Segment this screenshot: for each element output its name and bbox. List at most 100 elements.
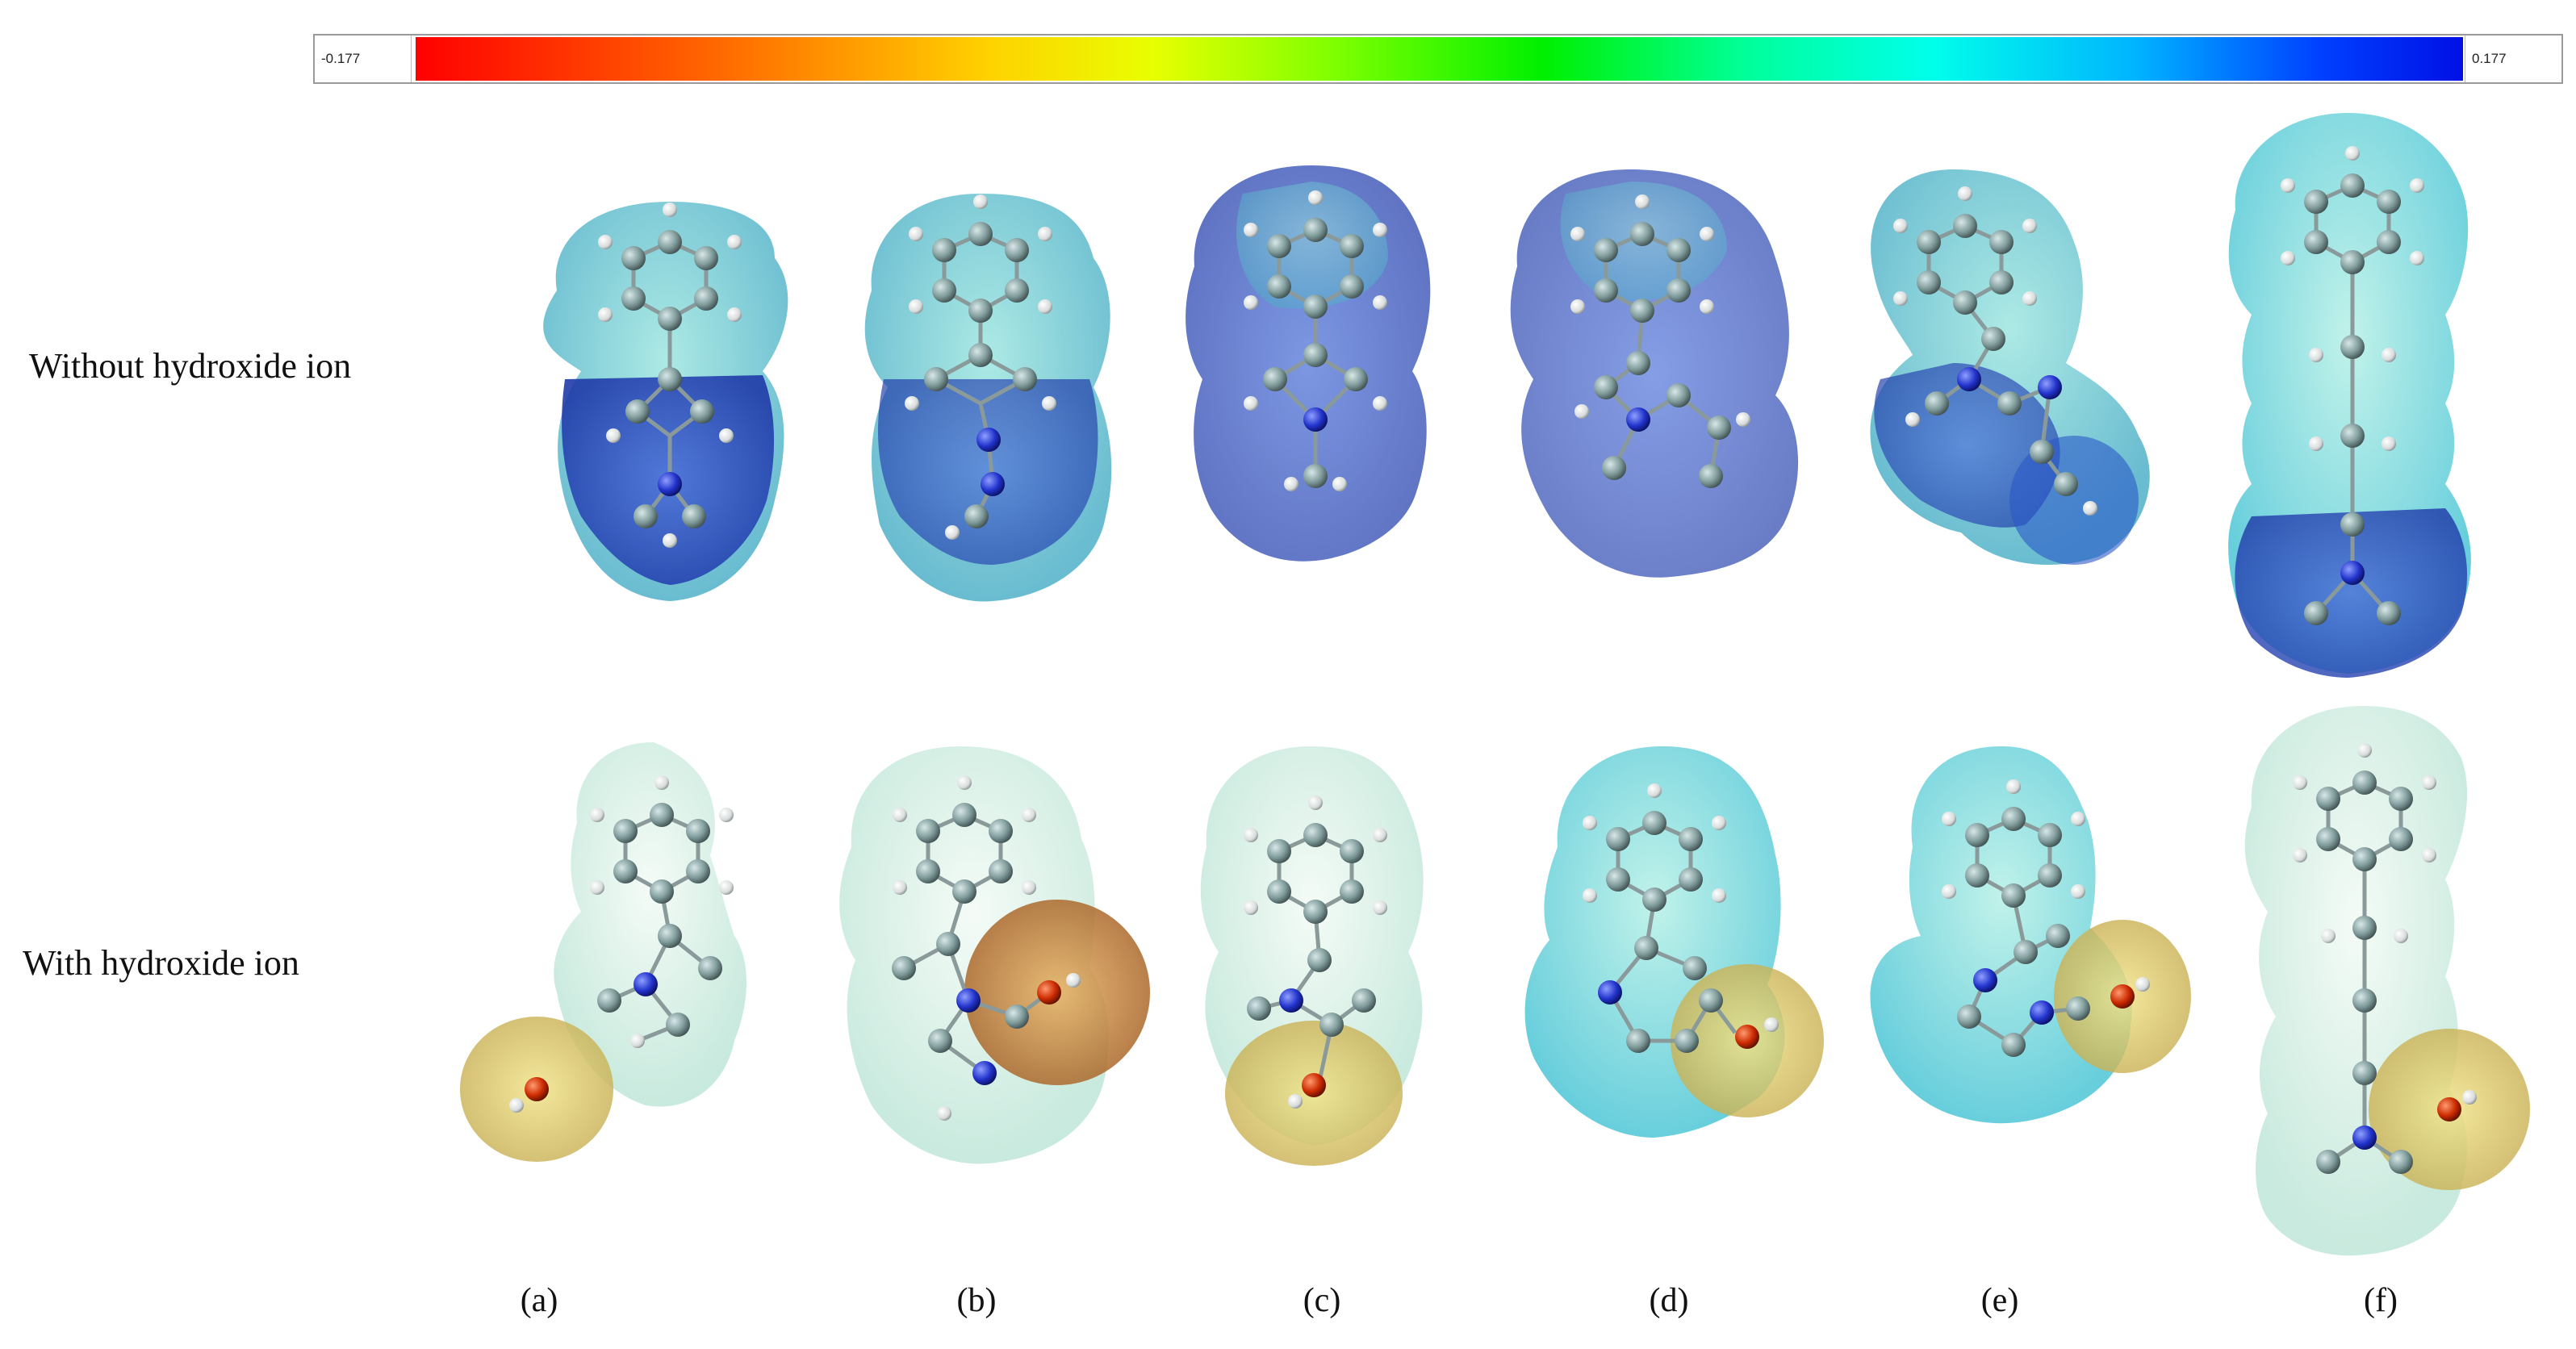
- carbon-atom: [1340, 839, 1364, 863]
- hydrogen-atom: [1893, 219, 1908, 233]
- hydrogen-atom: [893, 880, 907, 895]
- carbon-atom: [625, 399, 650, 424]
- carbon-atom: [1352, 988, 1376, 1013]
- carbon-atom: [2377, 230, 2401, 254]
- hydrogen-atom: [1958, 186, 1972, 201]
- carbon-atom: [2038, 863, 2062, 888]
- molecule-d-with-hydroxide: [1524, 746, 1824, 1138]
- hydrogen-atom: [2321, 929, 2336, 943]
- nitrogen-atom: [1279, 988, 1303, 1013]
- carbon-atom: [1303, 218, 1328, 242]
- carbon-atom: [964, 504, 989, 528]
- carbon-atom: [2340, 424, 2365, 448]
- hydrogen-atom: [1244, 223, 1258, 237]
- nitrogen-atom: [2340, 561, 2365, 585]
- hydrogen-atom: [1066, 973, 1081, 988]
- carbon-atom: [2352, 771, 2377, 795]
- carbon-atom: [1606, 867, 1630, 892]
- carbon-atom: [1340, 234, 1364, 258]
- nitrogen-atom: [976, 428, 1001, 452]
- molecule-e-without-hydroxide: [1870, 169, 2150, 565]
- carbon-atom: [1319, 1013, 1344, 1037]
- nitrogen-atom: [2038, 375, 2062, 399]
- carbon-atom: [989, 819, 1013, 843]
- hydrogen-atom: [1308, 190, 1323, 205]
- panel-label-c: (c): [1303, 1282, 1341, 1319]
- hydrogen-atom: [2006, 779, 2021, 794]
- nitrogen-atom: [2030, 1000, 2054, 1025]
- carbon-atom: [1925, 391, 1949, 416]
- hydrogen-atom: [945, 525, 960, 540]
- carbon-atom: [2389, 827, 2413, 851]
- hydrogen-atom: [1942, 812, 1956, 826]
- carbon-atom: [1005, 1004, 1029, 1029]
- carbon-atom: [1630, 299, 1654, 323]
- carbon-atom: [690, 399, 714, 424]
- carbon-atom: [1634, 936, 1658, 960]
- carbon-atom: [634, 504, 658, 528]
- carbon-atom: [1267, 839, 1291, 863]
- carbon-atom: [2340, 173, 2365, 198]
- carbon-atom: [2316, 1150, 2340, 1174]
- hydrogen-atom: [2462, 1090, 2477, 1105]
- carbon-atom: [1340, 879, 1364, 904]
- hydrogen-atom: [1712, 816, 1726, 830]
- carbon-atom: [2046, 924, 2070, 948]
- carbon-atom: [2352, 847, 2377, 871]
- carbon-atom: [2030, 440, 2054, 464]
- carbon-atom: [1989, 230, 2014, 254]
- hydrogen-atom: [1244, 828, 1258, 842]
- carbon-atom: [1997, 391, 2022, 416]
- hydrogen-atom: [1574, 404, 1589, 419]
- nitrogen-atom: [1973, 968, 1997, 992]
- carbon-atom: [1666, 238, 1691, 262]
- carbon-atom: [1630, 222, 1654, 246]
- carbon-atom: [1642, 811, 1666, 835]
- hydrogen-atom: [1647, 783, 1662, 798]
- carbon-atom: [1965, 863, 1989, 888]
- carbon-atom: [650, 879, 674, 904]
- carbon-atom: [1602, 456, 1626, 480]
- hydrogen-atom: [1038, 227, 1052, 241]
- molecule-b-with-hydroxide: [839, 746, 1150, 1164]
- carbon-atom: [1303, 900, 1328, 924]
- carbon-atom: [2389, 1150, 2413, 1174]
- carbon-atom: [682, 504, 706, 528]
- carbon-atom: [968, 222, 993, 246]
- carbon-atom: [916, 819, 940, 843]
- hydrogen-atom: [909, 227, 923, 241]
- carbon-atom: [1594, 278, 1618, 303]
- row-label-without-hydroxide: Without hydroxide ion: [29, 346, 352, 386]
- oxygen-atom: [1037, 980, 1061, 1004]
- carbon-atom: [658, 367, 682, 391]
- hydrogen-atom: [937, 1106, 951, 1121]
- nitrogen-atom: [956, 988, 981, 1013]
- carbon-atom: [1344, 367, 1368, 391]
- carbon-atom: [1267, 234, 1291, 258]
- carbon-atom: [1267, 274, 1291, 299]
- hydrogen-atom: [2281, 251, 2295, 265]
- hydrogen-atom: [1373, 295, 1387, 310]
- carbon-atom: [658, 924, 682, 948]
- nitrogen-atom: [2352, 1126, 2377, 1150]
- hydrogen-atom: [1570, 299, 1585, 314]
- carbon-atom: [2340, 335, 2365, 359]
- hydrogen-atom: [1700, 299, 1714, 314]
- carbon-atom: [1917, 230, 1941, 254]
- hydrogen-atom: [598, 235, 613, 249]
- hydrogen-atom: [590, 880, 604, 895]
- hydrogen-atom: [2293, 848, 2307, 862]
- hydrogen-atom: [1373, 828, 1387, 842]
- hydrogen-atom: [2281, 178, 2295, 193]
- carbon-atom: [1303, 464, 1328, 488]
- hydrogen-atom: [1284, 477, 1298, 491]
- carbon-atom: [686, 819, 710, 843]
- hydrogen-atom: [1583, 888, 1597, 903]
- carbon-atom: [2316, 787, 2340, 811]
- hydrogen-atom: [2422, 775, 2436, 790]
- carbon-atom: [2304, 230, 2328, 254]
- hydrogen-atom: [719, 880, 734, 895]
- carbon-atom: [2377, 601, 2401, 625]
- hydrogen-atom: [1570, 227, 1585, 241]
